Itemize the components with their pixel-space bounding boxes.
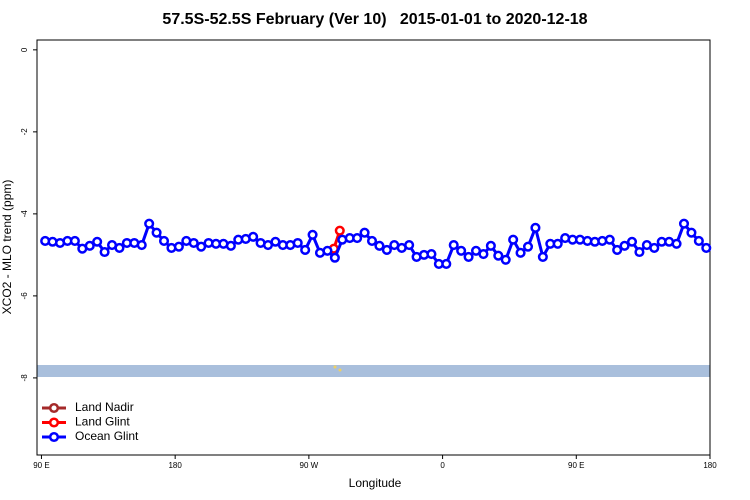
point xyxy=(158,235,170,246)
x-tick-label: 90 E xyxy=(568,461,584,470)
point xyxy=(485,240,496,251)
x-tick-label: 0 xyxy=(440,461,445,470)
point xyxy=(381,244,392,256)
point xyxy=(84,240,95,251)
point xyxy=(307,229,318,240)
map-strip xyxy=(37,365,710,377)
point xyxy=(188,237,199,249)
point xyxy=(441,258,452,269)
point xyxy=(693,235,704,246)
point xyxy=(530,222,541,233)
x-tick-label: 180 xyxy=(168,461,182,470)
y-tick-label: -6 xyxy=(20,292,29,300)
point xyxy=(678,218,690,229)
legend-marker xyxy=(48,402,60,414)
point xyxy=(493,250,504,261)
point xyxy=(374,240,385,251)
point xyxy=(225,240,236,251)
point xyxy=(334,225,345,236)
point xyxy=(463,251,474,262)
point xyxy=(456,245,467,256)
point xyxy=(626,236,638,247)
point xyxy=(404,239,415,251)
point xyxy=(448,239,459,251)
point xyxy=(114,242,125,253)
point xyxy=(552,238,563,249)
point xyxy=(99,246,110,258)
point xyxy=(537,251,548,262)
y-tick-label: -4 xyxy=(20,210,29,218)
point xyxy=(500,254,511,265)
point xyxy=(604,234,615,245)
point xyxy=(686,227,697,238)
point xyxy=(151,227,162,238)
legend-label: Land Nadir xyxy=(75,400,134,414)
point xyxy=(136,239,147,251)
point xyxy=(248,231,259,242)
map-speck xyxy=(333,365,337,369)
legend-marker xyxy=(48,417,60,428)
point xyxy=(701,242,712,253)
legend-label: Ocean Glint xyxy=(75,429,139,443)
point xyxy=(619,240,630,251)
point xyxy=(352,233,363,244)
point xyxy=(612,244,623,256)
y-tick-label: -2 xyxy=(20,128,29,136)
y-axis-label: XCO2 - MLO trend (ppm) xyxy=(0,180,14,315)
point xyxy=(292,237,303,249)
legend-marker xyxy=(48,431,60,443)
point xyxy=(92,236,103,247)
point xyxy=(366,235,378,246)
point xyxy=(144,218,155,229)
point xyxy=(515,247,526,258)
map-speck xyxy=(338,368,342,372)
y-tick-label: 0 xyxy=(20,47,29,52)
x-tick-label: 90 W xyxy=(300,461,319,470)
point xyxy=(508,234,519,245)
legend-label: Land Glint xyxy=(75,415,130,429)
x-axis-label: Longitude xyxy=(349,476,402,490)
point xyxy=(426,249,437,260)
y-tick-label: -8 xyxy=(20,374,29,382)
point xyxy=(173,241,184,252)
point xyxy=(196,241,207,252)
point xyxy=(322,245,333,256)
point xyxy=(359,227,370,238)
point xyxy=(300,244,311,256)
point xyxy=(634,246,645,258)
x-tick-label: 180 xyxy=(703,461,717,470)
point xyxy=(522,241,534,252)
point xyxy=(329,252,340,263)
point xyxy=(478,249,489,260)
chart-title: 57.5S-52.5S February (Ver 10) 2015-01-01… xyxy=(162,11,587,28)
point xyxy=(671,238,682,249)
point xyxy=(649,242,660,253)
x-tick-label: 90 E xyxy=(33,461,49,470)
point xyxy=(69,235,80,246)
